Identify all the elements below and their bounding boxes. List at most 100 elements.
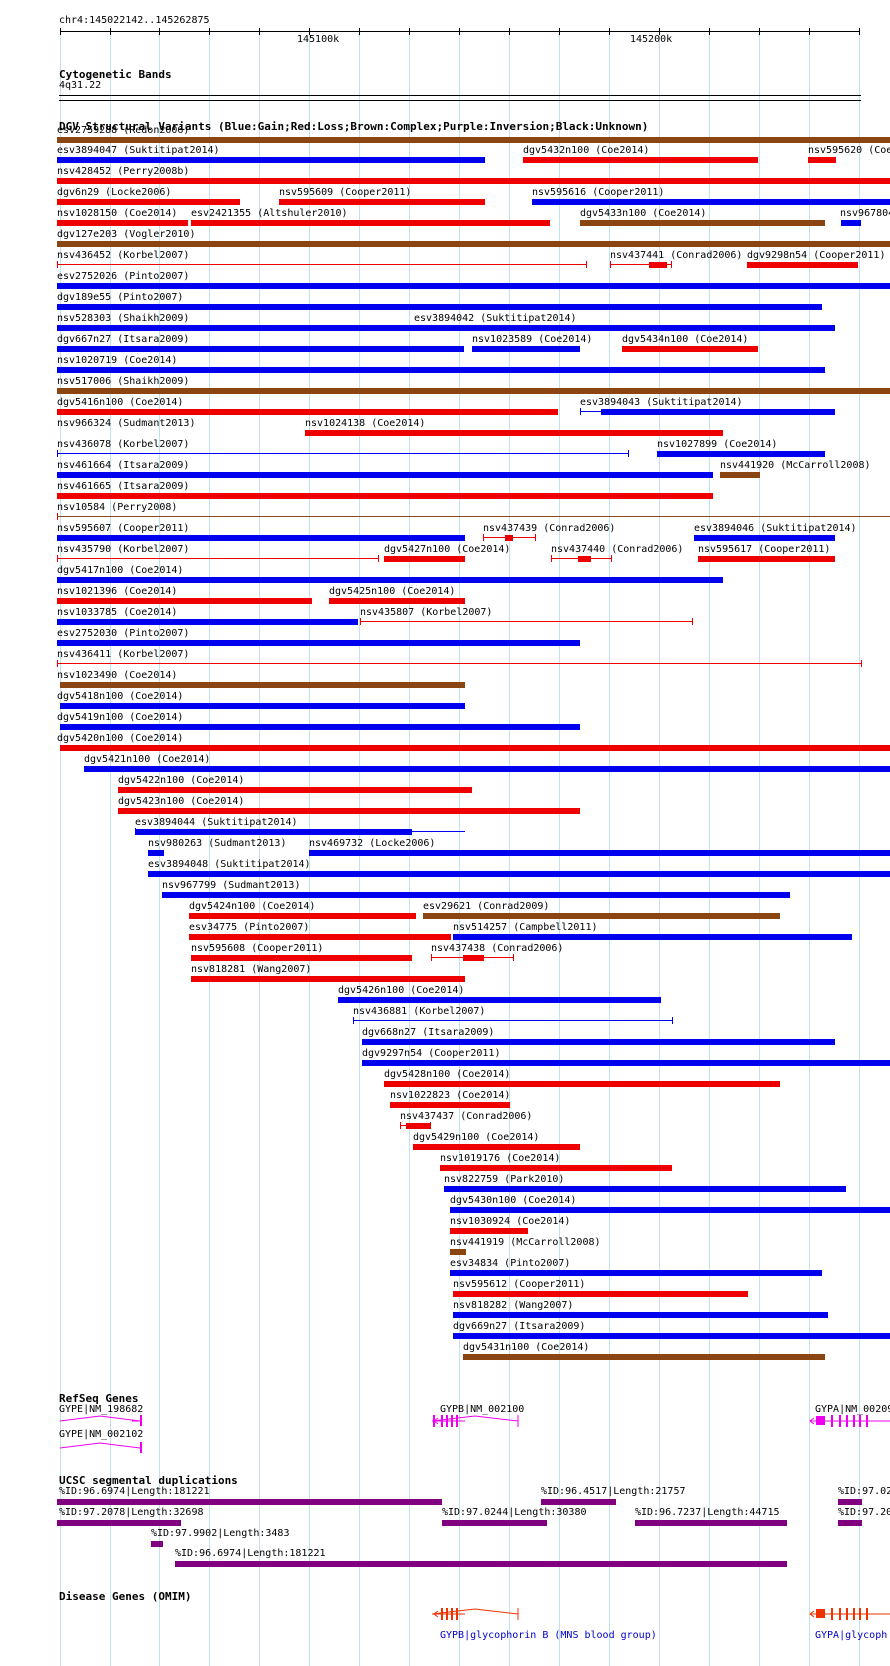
variant-label[interactable]: nsv1023589 (Coe2014) (472, 334, 593, 345)
variant-bar[interactable] (649, 262, 667, 268)
variant-bar[interactable] (60, 682, 465, 688)
track-title-segdup[interactable]: UCSC segmental duplications (59, 1474, 238, 1487)
variant-bar[interactable] (362, 1060, 890, 1066)
variant-bar[interactable] (57, 283, 890, 289)
variant-bar[interactable] (118, 808, 580, 814)
variant-span-line[interactable] (360, 621, 692, 622)
variant-bar[interactable] (338, 997, 661, 1003)
variant-bar[interactable] (57, 178, 890, 184)
variant-bar[interactable] (808, 157, 836, 163)
variant-label[interactable]: dgv5416n100 (Coe2014) (57, 397, 184, 408)
variant-label[interactable]: nsv436881 (Korbel2007) (353, 1006, 486, 1017)
variant-bar[interactable] (60, 724, 580, 730)
variant-label[interactable]: dgv9298n54 (Cooper2011) (747, 250, 886, 261)
variant-label[interactable]: dgv6n29 (Locke2006) (57, 187, 172, 198)
segdup-label[interactable]: %ID:97.9902|Length:3483 (151, 1528, 290, 1539)
segdup-bar[interactable] (838, 1499, 862, 1505)
variant-label[interactable]: dgv5424n100 (Coe2014) (189, 901, 316, 912)
variant-label[interactable]: nsv818282 (Wang2007) (453, 1300, 574, 1311)
variant-label[interactable]: nsv1028150 (Coe2014) (57, 208, 178, 219)
segdup-label[interactable]: %ID:96.7237|Length:44715 (635, 1507, 780, 1518)
variant-label[interactable]: dgv5434n100 (Coe2014) (622, 334, 749, 345)
variant-label[interactable]: nsv1027899 (Coe2014) (657, 439, 778, 450)
variant-label[interactable]: nsv1033785 (Coe2014) (57, 607, 178, 618)
variant-bar[interactable] (118, 787, 472, 793)
variant-label[interactable]: nsv595609 (Cooper2011) (279, 187, 412, 198)
variant-bar[interactable] (57, 346, 464, 352)
segdup-label[interactable]: %ID:97.20 (838, 1507, 890, 1518)
variant-span-line[interactable] (57, 264, 586, 265)
variant-bar[interactable] (523, 157, 758, 163)
variant-bar[interactable] (580, 220, 825, 226)
variant-bar[interactable] (601, 409, 835, 415)
variant-label[interactable]: dgv5428n100 (Coe2014) (384, 1069, 511, 1080)
variant-label[interactable]: dgv5430n100 (Coe2014) (450, 1195, 577, 1206)
gene-label[interactable]: GYPE|NM_198682 (59, 1404, 144, 1415)
variant-label[interactable]: nsv818281 (Wang2007) (191, 964, 312, 975)
variant-bar[interactable] (450, 1228, 528, 1234)
variant-label[interactable]: dgv5419n100 (Coe2014) (57, 712, 184, 723)
variant-label[interactable]: nsv435790 (Korbel2007) (57, 544, 190, 555)
variant-bar[interactable] (384, 1081, 780, 1087)
variant-bar[interactable] (472, 346, 580, 352)
track-title-refseq[interactable]: RefSeq Genes (59, 1392, 139, 1405)
variant-bar[interactable] (191, 955, 412, 961)
variant-label[interactable]: nsv967804 (840, 208, 890, 219)
variant-label[interactable]: dgv667n27 (Itsara2009) (57, 334, 190, 345)
variant-bar[interactable] (390, 1102, 510, 1108)
variant-label[interactable]: nsv461664 (Itsara2009) (57, 460, 190, 471)
variant-label[interactable]: dgv9297n54 (Cooper2011) (362, 1048, 501, 1059)
variant-label[interactable]: nsv595607 (Cooper2011) (57, 523, 190, 534)
variant-bar[interactable] (463, 955, 484, 961)
variant-label[interactable]: nsv437441 (Conrad2006) (610, 250, 743, 261)
variant-label[interactable]: esv2752030 (Pinto2007) (57, 628, 190, 639)
variant-bar[interactable] (57, 619, 358, 625)
variant-span-line[interactable] (610, 264, 671, 265)
segdup-bar[interactable] (635, 1520, 787, 1526)
variant-label[interactable]: nsv10584 (Perry2008) (57, 502, 178, 513)
variant-label[interactable]: nsv1024138 (Coe2014) (305, 418, 426, 429)
variant-bar[interactable] (450, 1249, 466, 1255)
variant-label[interactable]: nsv441920 (McCarroll2008) (720, 460, 871, 471)
segdup-label[interactable]: %ID:96.6974|Length:181221 (175, 1548, 326, 1559)
variant-label[interactable]: dgv5427n100 (Coe2014) (384, 544, 511, 555)
variant-bar[interactable] (440, 1165, 672, 1171)
omim-gene-label[interactable]: GYPB|glycophorin B (MNS blood group) (440, 1630, 657, 1641)
variant-label[interactable]: nsv435807 (Korbel2007) (360, 607, 493, 618)
variant-label[interactable]: nsv980263 (Sudmant2013) (148, 838, 287, 849)
variant-bar[interactable] (406, 1123, 430, 1129)
variant-bar[interactable] (329, 598, 465, 604)
variant-label[interactable]: dgv5425n100 (Coe2014) (329, 586, 456, 597)
variant-label[interactable]: dgv5429n100 (Coe2014) (413, 1132, 540, 1143)
variant-bar[interactable] (657, 451, 825, 457)
variant-bar[interactable] (162, 892, 790, 898)
segdup-bar[interactable] (442, 1520, 547, 1526)
variant-label[interactable]: nsv966324 (Sudmant2013) (57, 418, 196, 429)
variant-label[interactable]: nsv1020719 (Coe2014) (57, 355, 178, 366)
track-title-omim[interactable]: Disease Genes (OMIM) (59, 1590, 192, 1603)
variant-bar[interactable] (747, 262, 858, 268)
variant-bar[interactable] (57, 472, 713, 478)
variant-bar[interactable] (578, 556, 591, 562)
variant-label[interactable]: esv34775 (Pinto2007) (189, 922, 310, 933)
variant-label[interactable]: esv2421355 (Altshuler2010) (191, 208, 348, 219)
track-title-cytogenetic-bands[interactable]: Cytogenetic Bands (59, 68, 172, 81)
variant-label[interactable]: esv3894042 (Suktitipat2014) (414, 313, 577, 324)
variant-label[interactable]: nsv437437 (Conrad2006) (400, 1111, 533, 1122)
segdup-bar[interactable] (541, 1499, 616, 1505)
variant-label[interactable]: nsv437440 (Conrad2006) (551, 544, 684, 555)
variant-bar[interactable] (57, 409, 558, 415)
variant-bar[interactable] (57, 640, 580, 646)
omim-gene-label[interactable]: GYPA|glycoph (815, 1630, 888, 1641)
segdup-bar[interactable] (57, 1520, 181, 1526)
variant-label[interactable]: dgv5423n100 (Coe2014) (118, 796, 245, 807)
variant-label[interactable]: dgv5417n100 (Coe2014) (57, 565, 184, 576)
variant-label[interactable]: nsv595608 (Cooper2011) (191, 943, 324, 954)
variant-label[interactable]: esv3894044 (Suktitipat2014) (135, 817, 298, 828)
variant-bar[interactable] (148, 850, 164, 856)
variant-bar[interactable] (505, 535, 513, 541)
variant-label[interactable]: nsv1030924 (Coe2014) (450, 1216, 571, 1227)
variant-bar[interactable] (463, 1354, 825, 1360)
variant-label[interactable]: nsv1023490 (Coe2014) (57, 670, 178, 681)
variant-bar[interactable] (191, 220, 550, 226)
